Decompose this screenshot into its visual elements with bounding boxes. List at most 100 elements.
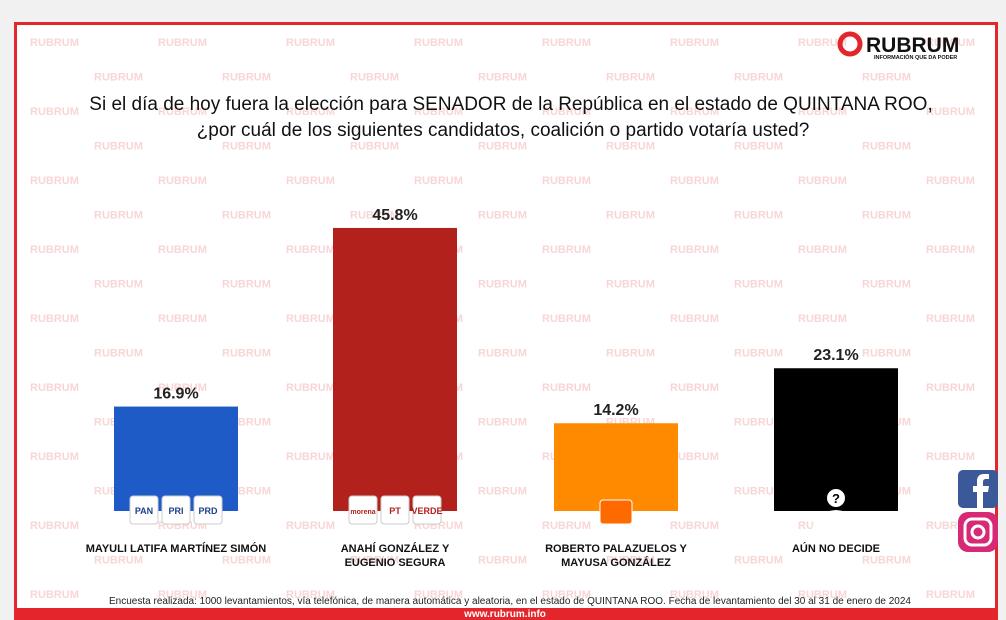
watermark: RUBRUM — [926, 382, 975, 394]
x-tick-label: MAYULI LATIFA MARTÍNEZ SIMÓN — [85, 543, 267, 555]
watermark: RUBRUM — [670, 520, 719, 532]
watermark: RUBRUM — [94, 348, 143, 360]
watermark: RUBRUM — [734, 417, 783, 429]
watermark: RUBRUM — [30, 175, 79, 187]
watermark: RUBRUM — [862, 141, 911, 153]
value-label: 16.9% — [153, 386, 198, 403]
watermark: RUBRUM — [670, 382, 719, 394]
logo-text: PT — [389, 506, 401, 516]
watermark: RUBRUM — [286, 589, 335, 601]
x-tick-label: ROBERTO PALAZUELOS Y MAYUSA GONZÁLEZ — [545, 543, 687, 569]
watermark: RUBRUM — [670, 313, 719, 325]
party-logo — [412, 495, 442, 525]
watermark: RUBRUM — [734, 555, 783, 567]
watermark: RUBRUM — [478, 72, 527, 84]
watermark: RUBRUM — [542, 244, 591, 256]
watermark: RUBRUM — [286, 37, 335, 49]
watermark: RUBRUM — [862, 279, 911, 291]
watermark: RUBRUM — [926, 451, 975, 463]
watermark: RUBRUM — [670, 37, 719, 49]
watermark: RUBRUM — [30, 37, 79, 49]
watermark: RUBRUM — [286, 520, 335, 532]
watermark: RUBRUM — [670, 451, 719, 463]
watermark: RUBRUM — [30, 451, 79, 463]
watermark: RUBRUM — [414, 175, 463, 187]
watermark: RUBRUM — [30, 382, 79, 394]
watermark: RUBRUM — [286, 451, 335, 463]
watermark: RUBRUM — [350, 210, 399, 222]
watermark: RUBRUM — [734, 348, 783, 360]
watermark: RUBRUM — [670, 175, 719, 187]
watermark: RUBRUM — [350, 555, 399, 567]
bar — [774, 368, 898, 511]
watermark: RUBRUM — [478, 417, 527, 429]
logo-mark — [837, 31, 863, 57]
watermark: RUBRUM — [606, 72, 655, 84]
x-tick-label: AÚN NO DECIDE — [791, 543, 880, 555]
watermark: RUBRUM — [94, 141, 143, 153]
silhouette-head — [827, 489, 845, 507]
watermark: RUBRUM — [926, 244, 975, 256]
instagram-lens — [970, 524, 986, 540]
facebook-f — [973, 474, 989, 508]
watermark: RUBRUM — [926, 589, 975, 601]
bar — [114, 406, 238, 511]
footnote: Encuesta realizada: 1000 levantamientos,… — [109, 596, 911, 607]
watermark: RUBRUM — [478, 348, 527, 360]
watermark: RUBRUM — [798, 589, 847, 601]
party-logo — [161, 495, 191, 525]
logo-text: VERDE — [411, 506, 442, 516]
logo-text: PRD — [198, 506, 218, 516]
watermark: RUBRUM — [606, 348, 655, 360]
watermark: RUBRUM — [286, 244, 335, 256]
watermark: RUBRUM — [670, 106, 719, 118]
watermark: RUBRUM — [478, 486, 527, 498]
watermark: RUBRUM — [30, 589, 79, 601]
watermark: RUBRUM — [926, 37, 975, 49]
watermark: RUBRUM — [158, 244, 207, 256]
watermark: RUBRUM — [862, 348, 911, 360]
value-label: 23.1% — [813, 347, 858, 364]
watermark: RUBRUM — [542, 37, 591, 49]
watermark: RUBRUM — [798, 244, 847, 256]
watermark: RUBRUM — [862, 72, 911, 84]
value-label: 45.8% — [372, 207, 417, 224]
watermark: RUBRUM — [30, 106, 79, 118]
party-logo — [129, 495, 159, 525]
watermark: RUBRUM — [606, 141, 655, 153]
watermark: RUBRUM — [542, 106, 591, 118]
watermark: RUBRUM — [30, 313, 79, 325]
value-label: 14.2% — [593, 402, 638, 419]
watermark: RUBRUM — [542, 313, 591, 325]
watermark: RUBRUM — [158, 313, 207, 325]
watermark: RUBRUM — [414, 589, 463, 601]
watermark: RUBRUM — [798, 175, 847, 187]
logo-text: ? — [832, 491, 840, 506]
chart-subtitle: ¿por cuál de los siguientes candidatos, … — [197, 120, 810, 141]
watermark: RUBRUM — [542, 382, 591, 394]
watermark: RUBRUM — [734, 210, 783, 222]
watermark: RUBRUM — [222, 210, 271, 222]
watermark: RUBRUM — [478, 279, 527, 291]
watermark: RUBRUM — [222, 348, 271, 360]
silhouette-body — [812, 510, 860, 532]
watermark: RUBRUM — [158, 106, 207, 118]
watermark: RUBRUM — [30, 244, 79, 256]
watermark: RUBRUM — [158, 382, 207, 394]
watermark: RUBRUM — [542, 520, 591, 532]
watermark: RUBRUM — [158, 589, 207, 601]
watermark: RUBRUM — [926, 313, 975, 325]
watermark: RUBRUM — [286, 106, 335, 118]
bar — [333, 227, 457, 511]
watermark: RUBRUM — [542, 589, 591, 601]
watermark: RUBRUM — [606, 210, 655, 222]
watermark: RUBRUM — [478, 141, 527, 153]
footer-bar — [14, 608, 998, 620]
bar — [554, 423, 678, 511]
instagram-frame — [963, 517, 993, 547]
watermark: RUBRUM — [734, 279, 783, 291]
watermark: RUBRUM — [350, 72, 399, 84]
watermark: RUBRUM — [670, 589, 719, 601]
